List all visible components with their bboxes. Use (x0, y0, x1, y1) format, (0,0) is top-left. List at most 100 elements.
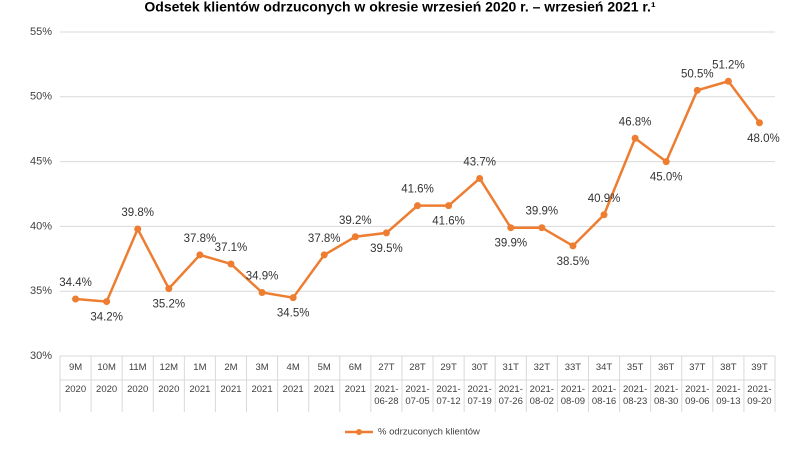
x-tick-sublabel: 2021-06-28 (374, 384, 399, 407)
data-label: 37.1% (215, 242, 248, 254)
x-tick-sublabel: 2021 (344, 384, 366, 395)
data-label: 40.9% (588, 193, 621, 205)
x-tick-sublabel: 2020 (96, 384, 118, 395)
data-label: 34.5% (277, 308, 310, 320)
data-label: 45.0% (650, 172, 683, 184)
x-tick-label: 36T (657, 362, 675, 373)
x-tick-label: 6M (348, 362, 362, 373)
x-tick-label: 39T (751, 362, 768, 373)
data-label: 41.6% (401, 184, 434, 196)
point (662, 158, 670, 166)
x-tick-sublabel: 2021-09-20 (747, 384, 772, 407)
data-label: 41.6% (432, 216, 465, 228)
point (631, 134, 639, 142)
point (600, 211, 608, 219)
x-tick-label: 28T (409, 362, 426, 373)
point (755, 119, 763, 127)
x-tick-label: 4M (286, 362, 300, 373)
x-tick-label: 30T (471, 362, 488, 373)
data-label: 34.2% (90, 312, 123, 324)
point (227, 260, 235, 268)
y-tick-label: 45% (30, 156, 52, 168)
data-label: 35.2% (152, 299, 185, 311)
legend-swatch (356, 429, 362, 435)
data-label: 39.2% (339, 215, 372, 227)
x-tick-sublabel: 2021 (282, 384, 304, 395)
x-tick-label: 12M (159, 362, 179, 373)
x-tick-label: 1M (193, 362, 207, 373)
data-label: 37.8% (184, 233, 217, 245)
x-tick-label: 5M (317, 362, 331, 373)
point (320, 251, 328, 259)
x-tick-label: 2M (224, 362, 238, 373)
x-tick-sublabel: 2021 (189, 384, 211, 395)
data-label: 50.5% (681, 68, 714, 80)
point (289, 294, 297, 302)
y-tick-label: 40% (30, 220, 52, 232)
point (693, 86, 701, 94)
chart-title: Odsetek klientów odrzuconych w okresie w… (144, 0, 656, 15)
x-tick-label: 33T (564, 362, 582, 373)
x-tick-sublabel: 2021-09-13 (716, 384, 741, 407)
point (507, 224, 515, 232)
x-tick-label: 3M (255, 362, 269, 373)
x-tick-label: 37T (689, 362, 706, 373)
legend-label: % odrzuconych klientów (378, 427, 480, 438)
point (569, 242, 577, 250)
x-tick-sublabel: 2021 (313, 384, 335, 395)
x-tick-sublabel: 2021-08-09 (560, 384, 586, 407)
point (476, 174, 484, 182)
x-tick-label: 27T (378, 362, 395, 373)
point (134, 225, 142, 233)
point (724, 77, 732, 85)
x-tick-sublabel: 2021-07-26 (498, 384, 523, 407)
y-tick-label: 55% (30, 26, 52, 38)
point (103, 298, 111, 306)
y-tick-label: 35% (30, 285, 52, 297)
x-tick-sublabel: 2021-07-19 (467, 384, 492, 407)
x-tick-sublabel: 2021-07-12 (436, 384, 461, 407)
x-tick-label: 9M (68, 362, 83, 373)
x-tick-label: 35T (626, 362, 644, 373)
data-label: 37.8% (308, 233, 341, 245)
data-label: 38.5% (557, 256, 590, 268)
y-tick-label: 30% (30, 350, 52, 362)
x-tick-sublabel: 2021 (220, 384, 242, 395)
x-tick-sublabel: 2021-08-16 (591, 384, 617, 407)
x-tick-label: 31T (502, 362, 519, 373)
data-label: 39.9% (526, 206, 559, 218)
x-tick-sublabel: 2021-07-05 (405, 384, 430, 407)
point (538, 224, 546, 232)
data-label: 43.7% (463, 156, 496, 168)
x-tick-label: 34T (595, 362, 613, 373)
data-label: 48.0% (747, 133, 780, 145)
data-label: 51.2% (712, 59, 745, 71)
point (414, 202, 421, 210)
x-tick-label: 38T (720, 362, 737, 373)
y-tick-label: 50% (30, 91, 52, 103)
data-label: 39.8% (121, 207, 154, 219)
x-tick-sublabel: 2021 (251, 384, 273, 395)
x-tick-label: 29T (440, 362, 457, 373)
data-label: 46.8% (619, 116, 652, 128)
x-tick-sublabel: 2021-09-06 (685, 384, 710, 407)
point (72, 295, 80, 303)
x-tick-label: 32T (533, 362, 551, 373)
x-tick-sublabel: 2020 (158, 384, 180, 395)
x-tick-sublabel: 2020 (127, 384, 149, 395)
x-tick-label: 11M (128, 362, 147, 373)
point (445, 202, 453, 210)
point (196, 251, 204, 259)
x-tick-sublabel: 2021-08-23 (622, 384, 648, 407)
point (382, 229, 390, 237)
data-label: 34.4% (59, 277, 92, 289)
point (165, 285, 173, 293)
data-label: 39.9% (494, 238, 527, 250)
x-tick-label: 10M (97, 362, 116, 373)
data-label: 39.5% (370, 243, 403, 255)
point (258, 288, 266, 296)
point (351, 233, 359, 241)
x-tick-sublabel: 2021-08-30 (654, 384, 679, 407)
